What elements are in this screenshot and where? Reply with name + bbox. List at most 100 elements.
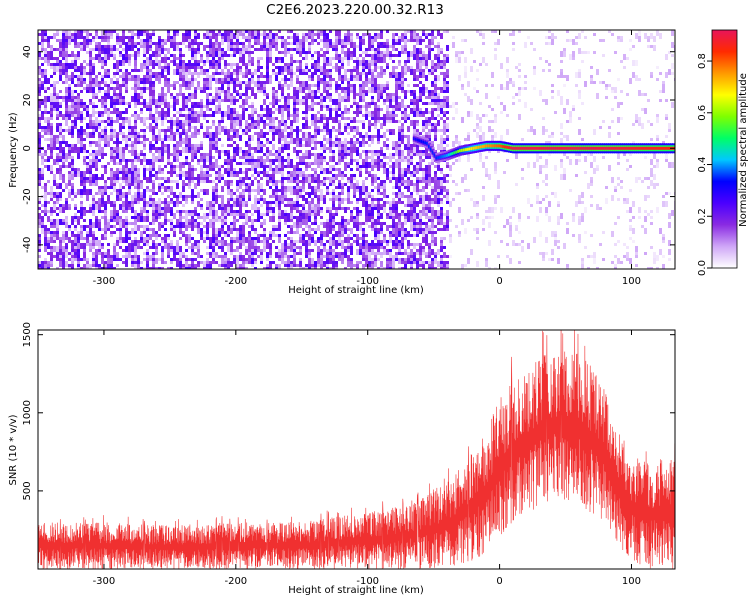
heatmap-cell: [194, 183, 197, 189]
heatmap-cell: [359, 99, 362, 102]
heatmap-cell: [50, 63, 53, 66]
heatmap-cell: [320, 120, 323, 123]
heatmap-cell: [269, 237, 272, 240]
heatmap-cell: [176, 63, 179, 66]
heatmap-cell: [296, 114, 299, 117]
heatmap-cell: [68, 126, 71, 129]
heatmap-cell: [92, 243, 95, 246]
heatmap-cell: [239, 69, 242, 72]
heatmap-cell: [203, 240, 206, 243]
heatmap-cell: [257, 162, 260, 168]
heatmap-cell: [290, 192, 293, 195]
heatmap-cell: [215, 255, 218, 258]
heatmap-cell: [131, 36, 134, 39]
heatmap-cell: [65, 183, 68, 189]
heatmap-cell: [179, 138, 182, 141]
heatmap-cell: [230, 114, 233, 120]
heatmap-cell: [71, 39, 74, 42]
heatmap-cell: [170, 246, 173, 249]
heatmap-cell: [296, 45, 299, 48]
heatmap-cell: [194, 111, 197, 114]
heatmap-cell: [152, 231, 155, 237]
heatmap-cell: [116, 222, 119, 225]
heatmap-cell: [353, 189, 356, 192]
heatmap-cell: [92, 180, 95, 183]
heatmap-cell: [236, 42, 239, 45]
heatmap-cell: [212, 135, 215, 138]
heatmap-cell: [230, 243, 233, 249]
heatmap-cell: [311, 75, 314, 78]
heatmap-cell: [74, 216, 77, 219]
heatmap-cell: [191, 93, 194, 96]
heatmap-cell: [185, 156, 188, 159]
heatmap-cell: [164, 222, 167, 225]
heatmap-cell: [194, 153, 197, 156]
heatmap-cell: [314, 129, 317, 132]
heatmap-cell: [239, 138, 242, 141]
heatmap-cell: [179, 252, 182, 258]
heatmap-cell: [143, 138, 146, 141]
heatmap-cell: [236, 66, 239, 72]
heatmap-cell: [104, 39, 107, 42]
heatmap-cell: [182, 222, 185, 228]
heatmap-cell: [173, 36, 176, 42]
heatmap-cell: [281, 111, 284, 117]
heatmap-cell: [137, 141, 140, 144]
heatmap-cell: [302, 81, 305, 87]
heatmap-cell: [299, 51, 302, 57]
heatmap-cell: [356, 66, 359, 69]
heatmap-cell: [155, 267, 158, 269]
heatmap-cell: [368, 129, 371, 132]
heatmap-cell: [140, 117, 143, 123]
heatmap-cell: [314, 90, 317, 93]
heatmap-cell: [161, 267, 164, 269]
heatmap-cell: [119, 246, 122, 249]
heatmap-cell: [71, 216, 74, 219]
heatmap-cell: [77, 51, 80, 57]
heatmap-cell: [158, 48, 161, 51]
heatmap-cell: [191, 243, 194, 249]
heatmap-cell: [284, 96, 287, 102]
heatmap-cell: [332, 174, 335, 177]
heatmap-cell: [236, 33, 239, 39]
heatmap-cell: [215, 174, 218, 177]
heatmap-cell: [206, 84, 209, 87]
heatmap-cell: [50, 36, 53, 39]
heatmap-cell: [212, 51, 215, 54]
heatmap-cell: [59, 183, 62, 189]
heatmap-cell: [350, 216, 353, 222]
heatmap-cell: [125, 108, 128, 111]
heatmap-cell: [77, 42, 80, 48]
heatmap-cell: [173, 213, 176, 219]
heatmap-cell: [269, 30, 272, 33]
heatmap-cell: [65, 204, 68, 210]
heatmap-cell: [191, 222, 194, 225]
heatmap-cell: [266, 51, 269, 54]
heatmap-cell: [332, 117, 335, 123]
heatmap-cell: [212, 138, 215, 141]
heatmap-cell: [44, 210, 47, 213]
heatmap-cell: [128, 183, 131, 186]
heatmap-cell: [104, 144, 107, 147]
heatmap-cell: [155, 117, 158, 123]
heatmap-cell: [185, 264, 188, 267]
heatmap-cell: [119, 240, 122, 243]
heatmap-cell: [236, 210, 239, 213]
heatmap-cell: [194, 144, 197, 147]
heatmap-cell: [218, 99, 221, 105]
heatmap-cell: [224, 180, 227, 186]
heatmap-cell: [56, 108, 59, 111]
heatmap-cell: [212, 237, 215, 243]
heatmap-cell: [302, 234, 305, 240]
heatmap-cell: [62, 189, 65, 192]
heatmap-cell: [158, 96, 161, 102]
heatmap-cell: [257, 48, 260, 51]
heatmap-cell: [338, 258, 341, 261]
heatmap-cell: [272, 162, 275, 165]
heatmap-cell: [296, 252, 299, 255]
heatmap-cell: [305, 111, 308, 114]
heatmap-cell: [368, 111, 371, 117]
heatmap-cell: [56, 225, 59, 228]
heatmap-cell: [206, 120, 209, 123]
heatmap-cell: [332, 150, 335, 153]
